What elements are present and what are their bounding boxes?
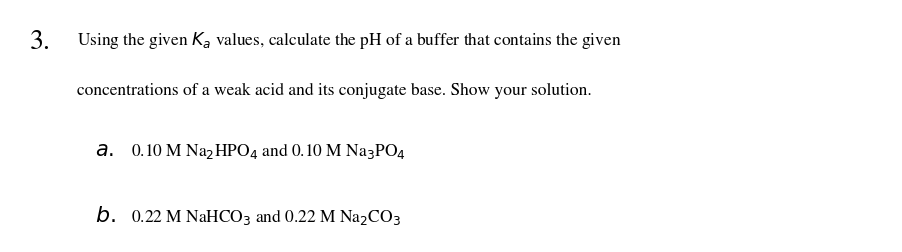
Text: Using the given $K_{a}$ values, calculate the pH of a buffer that contains the g: Using the given $K_{a}$ values, calculat… xyxy=(77,30,621,51)
Text: 0.22 M NaHCO$_{3}$ and 0.22 M Na$_{2}$CO$_{3}$: 0.22 M NaHCO$_{3}$ and 0.22 M Na$_{2}$CO… xyxy=(131,207,400,227)
Text: $\mathbf{\mathit{b.}}$: $\mathbf{\mathit{b.}}$ xyxy=(95,207,115,227)
Text: $\mathbf{\mathit{a.}}$: $\mathbf{\mathit{a.}}$ xyxy=(95,141,114,161)
Text: concentrations of a weak acid and its conjugate base. Show your solution.: concentrations of a weak acid and its co… xyxy=(77,83,591,99)
Text: 3.: 3. xyxy=(30,30,51,55)
Text: 0.10 M Na$_{2}$HPO$_{4}$ and 0.10 M Na$_{3}$PO$_{4}$: 0.10 M Na$_{2}$HPO$_{4}$ and 0.10 M Na$_… xyxy=(131,141,405,161)
